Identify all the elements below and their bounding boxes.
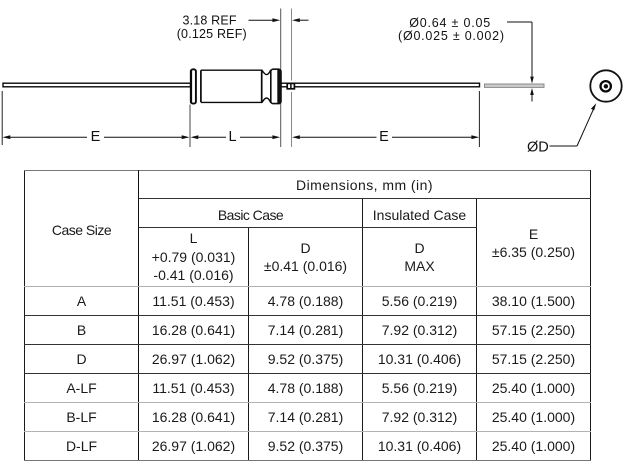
- svg-text:3.18 REF: 3.18 REF: [183, 14, 237, 28]
- svg-text:E: E: [91, 129, 101, 145]
- svg-text:(0.125 REF): (0.125 REF): [177, 27, 247, 41]
- svg-text:L: L: [228, 129, 236, 145]
- svg-text:(Ø0.025 ± 0.002): (Ø0.025 ± 0.002): [398, 29, 504, 43]
- svg-text:E: E: [379, 129, 389, 145]
- svg-text:Ø0.64 ± 0.05: Ø0.64 ± 0.05: [409, 16, 490, 30]
- svg-text:ØD: ØD: [527, 140, 549, 156]
